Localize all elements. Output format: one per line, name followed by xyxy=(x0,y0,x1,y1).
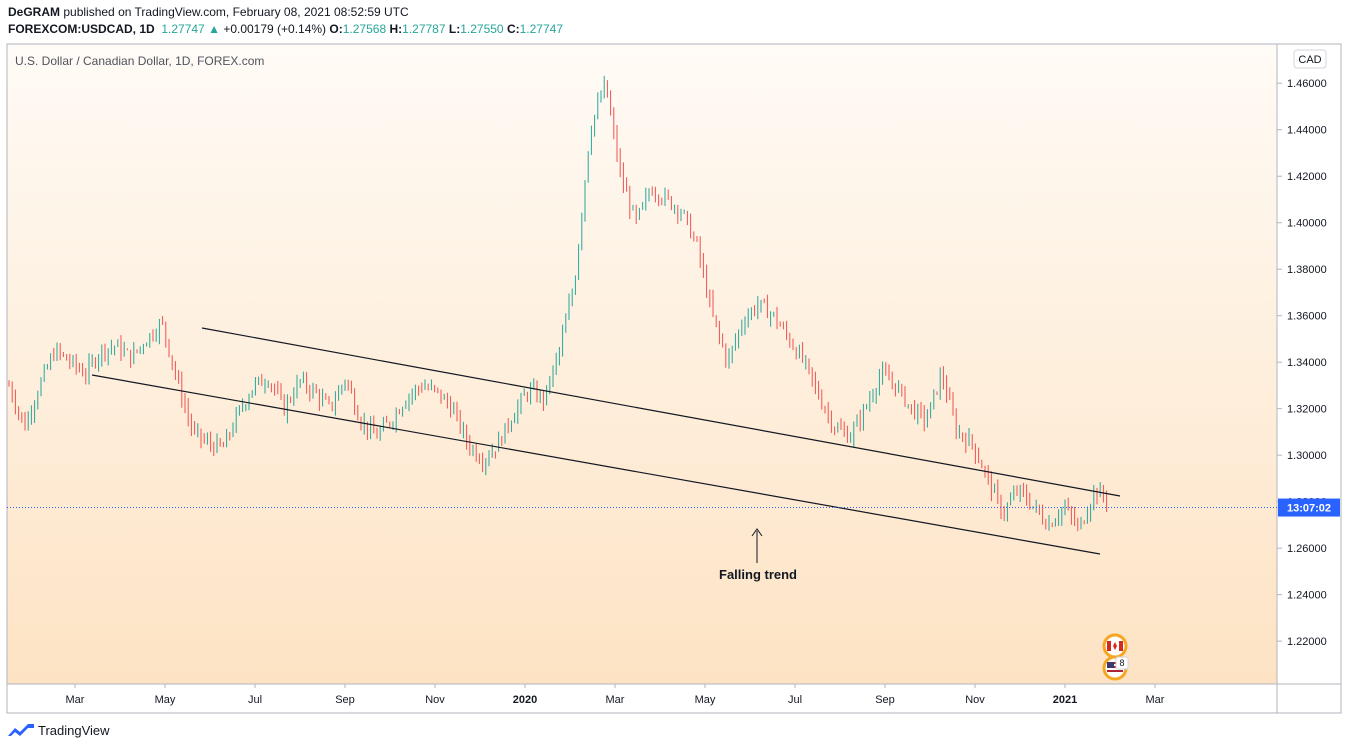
channel-lower-line[interactable] xyxy=(91,374,1101,555)
chart-header: DeGRAM published on TradingView.com, Feb… xyxy=(8,4,563,38)
close-value: 1.27747 xyxy=(519,22,564,36)
y-tick-label: 1.38000 xyxy=(1287,264,1327,276)
svg-text:8: 8 xyxy=(1119,658,1124,668)
y-tick-label: 1.46000 xyxy=(1287,78,1327,90)
current-price-tag xyxy=(1278,498,1340,517)
author-name[interactable]: DeGRAM xyxy=(8,5,61,19)
currency-label: CAD xyxy=(1298,54,1321,66)
x-tick-label: Sep xyxy=(335,694,355,706)
x-tick-label: Mar xyxy=(606,694,625,706)
chart-title: U.S. Dollar / Canadian Dollar, 1D, FOREX… xyxy=(15,54,264,68)
price-change: +0.00179 (+0.14%) xyxy=(223,22,327,36)
x-tick-label: Mar xyxy=(1146,694,1165,706)
plot-area[interactable] xyxy=(7,44,1277,684)
last-price: 1.27747 xyxy=(161,22,205,36)
y-tick-label: 1.22000 xyxy=(1287,636,1327,648)
x-tick-label: 2020 xyxy=(513,694,537,706)
x-tick-label: Nov xyxy=(425,694,445,706)
footer: TradingView xyxy=(8,722,110,738)
candles-group xyxy=(8,75,1108,532)
tradingview-logo-icon[interactable] xyxy=(8,722,34,738)
ohlc-line: FOREXCOM:USDCAD, 1D 1.27747 ▲ +0.00179 (… xyxy=(8,21,563,38)
y-tick-label: 1.36000 xyxy=(1287,311,1327,323)
trend-annotation[interactable]: Falling trend xyxy=(719,567,797,582)
open-value: 1.27568 xyxy=(342,22,387,36)
y-tick-label: 1.26000 xyxy=(1287,543,1327,555)
close-label: C: xyxy=(506,22,520,36)
x-tick-label: Jul xyxy=(248,694,262,706)
low-value: 1.27550 xyxy=(460,22,504,36)
x-tick-label: 2021 xyxy=(1053,694,1077,706)
high-value: 1.27787 xyxy=(402,22,446,36)
canada-flag-icon[interactable] xyxy=(1102,633,1128,659)
publish-info: published on TradingView.com, February 0… xyxy=(63,5,409,19)
x-tick-label: Mar xyxy=(66,694,85,706)
y-tick-label: 1.30000 xyxy=(1287,450,1327,462)
high-label: H: xyxy=(389,22,403,36)
us-flag-icon[interactable]: 8 xyxy=(1102,655,1129,681)
symbol-label[interactable]: FOREXCOM:USDCAD, 1D xyxy=(8,22,155,36)
x-tick-label: Jul xyxy=(788,694,802,706)
price-chart[interactable]: U.S. Dollar / Canadian Dollar, 1D, FOREX… xyxy=(0,0,1348,722)
x-tick-label: Sep xyxy=(875,694,895,706)
y-tick-label: 1.34000 xyxy=(1287,357,1327,369)
y-tick-label: 1.40000 xyxy=(1287,218,1327,230)
x-tick-label: May xyxy=(695,694,716,706)
open-label: O: xyxy=(329,22,343,36)
currency-badge[interactable] xyxy=(1293,49,1327,69)
brand-name[interactable]: TradingView xyxy=(38,722,110,738)
y-tick-label: 1.32000 xyxy=(1287,404,1327,416)
arrow-up-icon xyxy=(751,528,763,563)
y-tick-label: 1.42000 xyxy=(1287,171,1327,183)
x-tick-label: May xyxy=(155,694,176,706)
y-tick-label: 1.24000 xyxy=(1287,590,1327,602)
time-axis[interactable]: Mar May Jul Sep Nov 2020 Mar May Jul Sep Nov 2021 Ma… xyxy=(66,684,1165,706)
publisher-line: DeGRAM published on TradingView.com, Feb… xyxy=(8,4,563,21)
up-arrow-icon: ▲ xyxy=(208,22,220,36)
y-tick-label: 1.44000 xyxy=(1287,125,1327,137)
low-label: L: xyxy=(448,22,461,36)
price-axis[interactable]: 1.46000 1.44000 1.42000 1.40000 1.38000 1.360… xyxy=(1277,78,1327,648)
countdown-label: 13:07:02 xyxy=(1287,503,1331,515)
x-tick-label: Nov xyxy=(965,694,985,706)
chart-frame xyxy=(6,43,1342,714)
channel-upper-line[interactable] xyxy=(201,327,1121,497)
